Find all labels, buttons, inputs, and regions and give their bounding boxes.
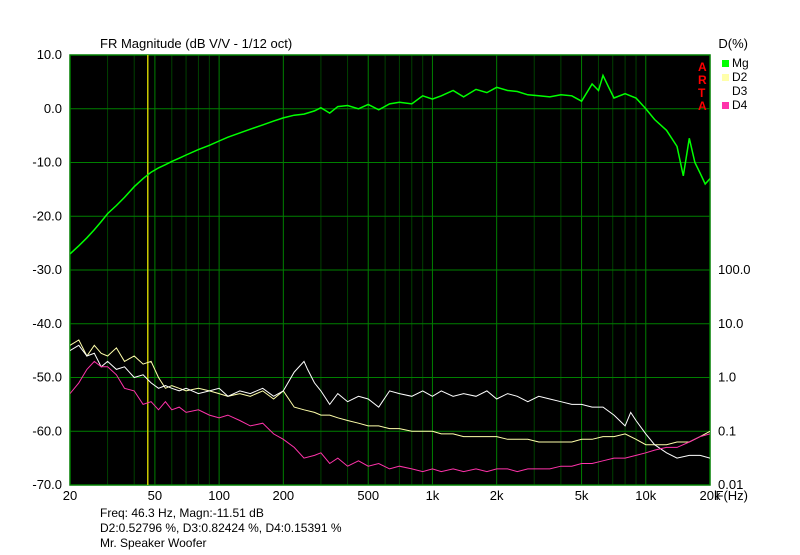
legend-label-Mg: Mg [732, 56, 749, 70]
x-tick-label: 200 [272, 488, 294, 503]
legend-label-D3: D3 [732, 84, 748, 98]
legend-label-D2: D2 [732, 70, 748, 84]
arta-badge: T [698, 86, 706, 100]
y-left-tick-label: -10.0 [32, 155, 62, 170]
y-left-tick-label: -20.0 [32, 208, 62, 223]
arta-badge: A [698, 60, 707, 74]
y-right-tick-label: 10.0 [718, 316, 743, 331]
status-line-2: D2:0.52796 %, D3:0.82424 %, D4:0.15391 % [100, 521, 342, 535]
legend-swatch-D4 [722, 102, 729, 109]
x-tick-label: 20 [63, 488, 77, 503]
x-axis-label: F(Hz) [716, 488, 749, 503]
legend-swatch-D2 [722, 74, 729, 81]
legend-swatch-Mg [722, 60, 729, 67]
y-right-tick-label: 0.1 [718, 423, 736, 438]
status-line-1: Freq: 46.3 Hz, Magn:-11.51 dB [100, 506, 264, 520]
x-tick-label: 500 [357, 488, 379, 503]
x-tick-label: 10k [635, 488, 656, 503]
x-tick-label: 100 [208, 488, 230, 503]
legend-swatch-D3 [722, 88, 729, 95]
y-left-tick-label: -30.0 [32, 262, 62, 277]
fr-magnitude-chart: 20501002005001k2k5k10k20k-70.0-60.0-50.0… [0, 0, 800, 555]
right-axis-title: D(%) [718, 36, 748, 51]
y-left-tick-label: -40.0 [32, 316, 62, 331]
y-right-tick-label: 1.0 [718, 370, 736, 385]
legend-label-D4: D4 [732, 98, 748, 112]
arta-badge: R [698, 73, 707, 87]
x-tick-label: 2k [490, 488, 504, 503]
y-left-tick-label: -70.0 [32, 477, 62, 492]
y-left-tick-label: 10.0 [37, 47, 62, 62]
x-tick-label: 1k [426, 488, 440, 503]
arta-badge: A [698, 99, 707, 113]
y-right-tick-label: 100.0 [718, 262, 751, 277]
y-left-tick-label: 0.0 [44, 101, 62, 116]
y-left-tick-label: -60.0 [32, 423, 62, 438]
status-line-3: Mr. Speaker Woofer [100, 536, 207, 550]
x-tick-label: 5k [575, 488, 589, 503]
x-tick-label: 50 [148, 488, 162, 503]
y-left-tick-label: -50.0 [32, 370, 62, 385]
chart-title: FR Magnitude (dB V/V - 1/12 oct) [100, 36, 292, 51]
